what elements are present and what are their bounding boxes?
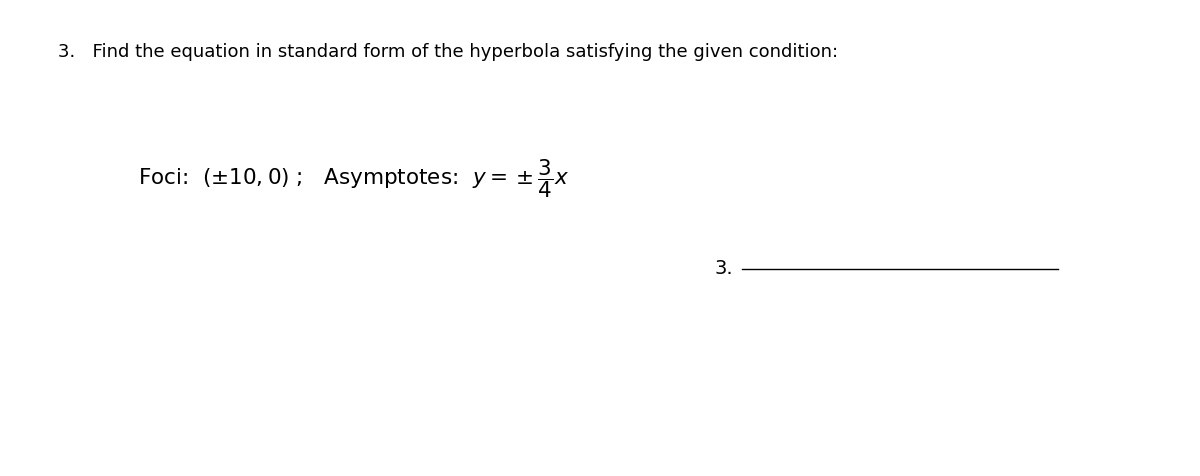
Text: 3.: 3. bbox=[714, 259, 733, 278]
Text: Foci:  $(\pm10,0)$ ;   Asymptotes:  $y=\pm\dfrac{3}{4}x$: Foci: $(\pm10,0)$ ; Asymptotes: $y=\pm\d… bbox=[138, 157, 569, 200]
Text: 3.   Find the equation in standard form of the hyperbola satisfying the given co: 3. Find the equation in standard form of… bbox=[58, 43, 838, 61]
